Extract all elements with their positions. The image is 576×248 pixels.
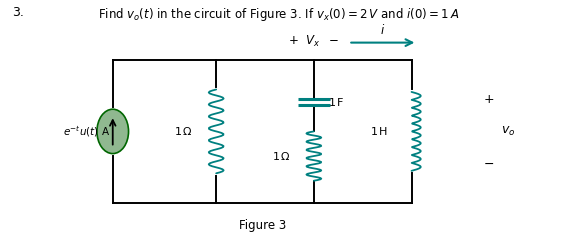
Text: $i$: $i$ <box>380 23 385 37</box>
Text: $+\ \ V_x\ \ -$: $+\ \ V_x\ \ -$ <box>288 34 339 49</box>
Text: $e^{-t}u(t)$ A: $e^{-t}u(t)$ A <box>63 124 110 139</box>
Text: Find $v_o(t)$ in the circuit of Figure 3. If $v_x(0) = 2\,V$ and $i(0) = 1\,A$: Find $v_o(t)$ in the circuit of Figure 3… <box>98 6 460 23</box>
Text: $1\,\mathrm{F}$: $1\,\mathrm{F}$ <box>328 96 345 108</box>
Text: 3.: 3. <box>12 6 24 19</box>
Text: Figure 3: Figure 3 <box>238 218 286 232</box>
Ellipse shape <box>97 109 128 154</box>
Text: $1\,\mathrm{H}$: $1\,\mathrm{H}$ <box>370 125 389 137</box>
Text: $1\,\Omega$: $1\,\Omega$ <box>272 150 291 162</box>
Text: $1\,\Omega$: $1\,\Omega$ <box>175 125 193 137</box>
Text: $v_o$: $v_o$ <box>501 125 515 138</box>
Text: $-$: $-$ <box>483 157 494 170</box>
Text: +: + <box>483 93 494 106</box>
